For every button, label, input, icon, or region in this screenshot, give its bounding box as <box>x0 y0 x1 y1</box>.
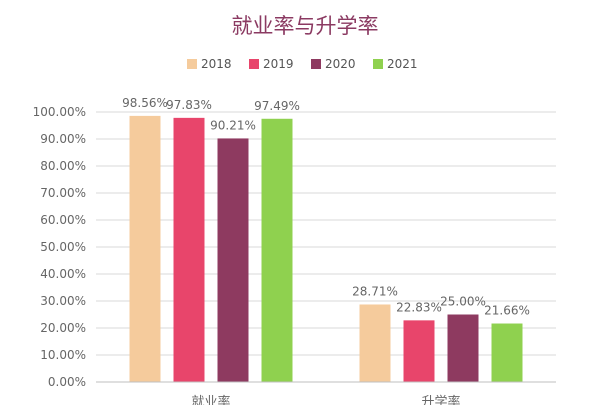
data-label: 21.66% <box>484 304 530 318</box>
legend-label: 2018 <box>201 57 232 71</box>
legend-swatch <box>373 59 383 69</box>
data-label: 97.83% <box>166 98 212 112</box>
bar-2019-1 <box>173 117 205 382</box>
chart-title: 就业率与升学率 <box>232 14 379 38</box>
bar-2019-2 <box>403 320 435 382</box>
bar-2018-1 <box>129 115 161 382</box>
y-tick-label: 50.00% <box>40 240 86 254</box>
y-tick-label: 0.00% <box>48 375 86 389</box>
legend-swatch <box>187 59 197 69</box>
y-tick-label: 30.00% <box>40 294 86 308</box>
x-axis-categories: 就业率 升学率 <box>191 394 460 405</box>
bar-2020-1 <box>217 138 249 382</box>
y-tick-label: 40.00% <box>40 267 86 281</box>
legend-label: 2021 <box>387 57 418 71</box>
bar-2021-1 <box>261 118 293 382</box>
bar-2018-2 <box>359 304 391 382</box>
data-label: 98.56% <box>122 96 168 110</box>
legend-label: 2020 <box>325 57 356 71</box>
y-tick-label: 100.00% <box>33 105 86 119</box>
gridlines <box>96 111 556 356</box>
data-label: 97.49% <box>254 99 300 113</box>
y-tick-label: 20.00% <box>40 321 86 335</box>
bar-2021-2 <box>491 323 523 382</box>
legend-swatch <box>311 59 321 69</box>
y-tick-label: 60.00% <box>40 213 86 227</box>
y-tick-label: 10.00% <box>40 348 86 362</box>
bars <box>129 115 523 382</box>
y-tick-label: 90.00% <box>40 132 86 146</box>
y-tick-label: 80.00% <box>40 159 86 173</box>
y-axis-ticks: 0.00% 10.00% 20.00% 30.00% 40.00% 50.00% 60.00… <box>33 105 86 389</box>
legend: 2018 2019 2020 2021 <box>187 57 418 71</box>
x-category-label: 升学率 <box>421 394 460 405</box>
data-label: 28.71% <box>352 284 398 298</box>
data-label: 25.00% <box>440 295 486 309</box>
x-category-label: 就业率 <box>191 394 230 405</box>
legend-label: 2019 <box>263 57 294 71</box>
bar-2020-2 <box>447 314 479 382</box>
legend-swatch <box>249 59 259 69</box>
y-tick-label: 70.00% <box>40 186 86 200</box>
data-label: 90.21% <box>210 118 256 132</box>
data-label: 22.83% <box>396 300 442 314</box>
data-labels: 98.56%97.83% 90.21% 97.49% 28.71% 22.83%25.0… <box>122 96 530 318</box>
